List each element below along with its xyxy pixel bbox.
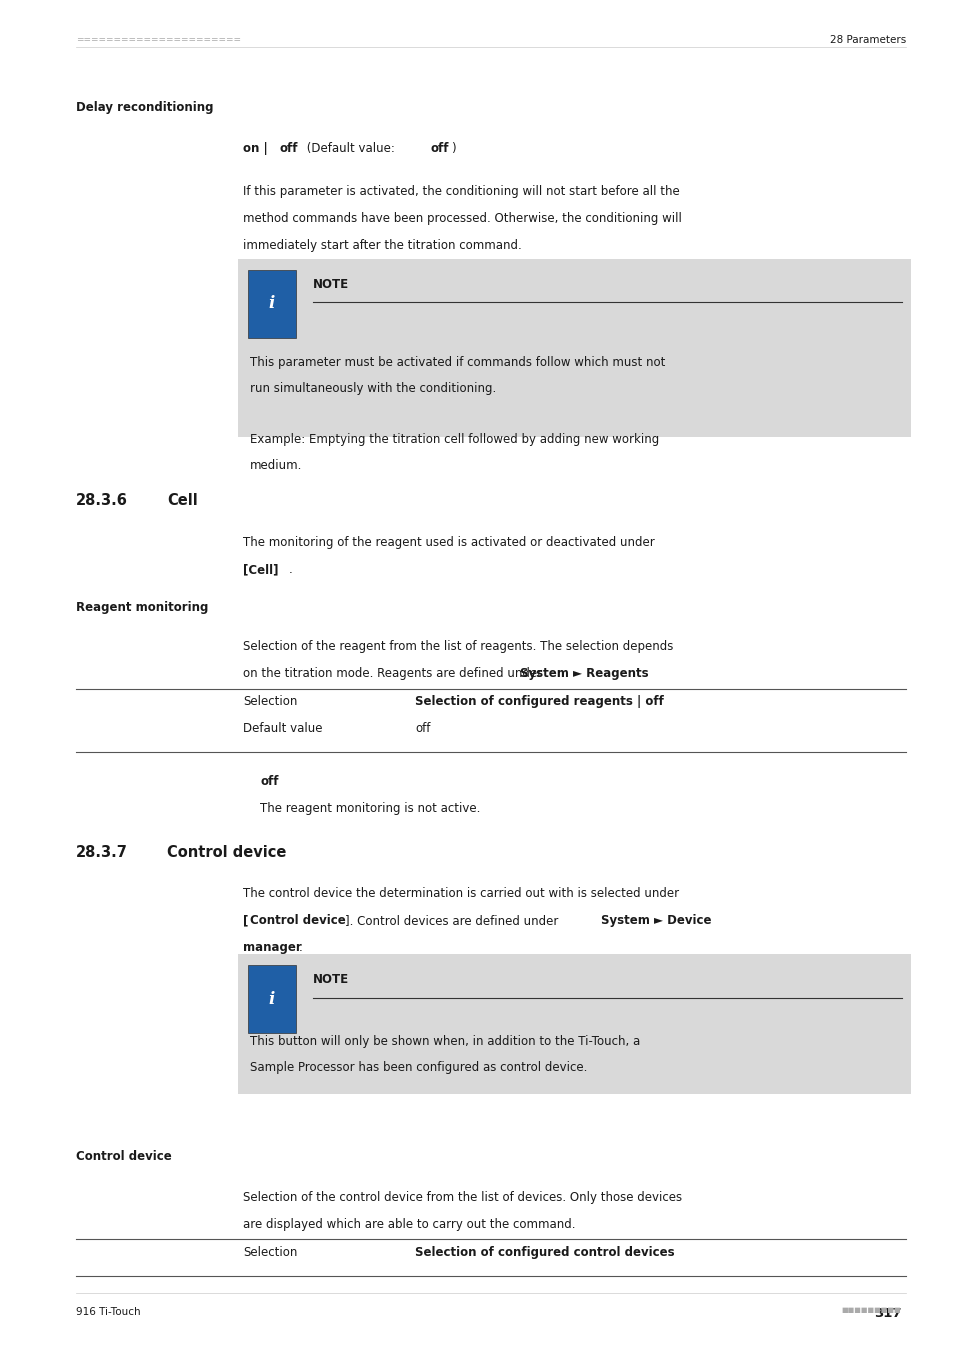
Text: immediately start after the titration command.: immediately start after the titration co…	[243, 239, 521, 252]
Text: ]. Control devices are defined under: ]. Control devices are defined under	[345, 914, 562, 927]
Text: The control device the determination is carried out with is selected under: The control device the determination is …	[243, 887, 679, 900]
Text: i: i	[269, 991, 274, 1007]
Text: off: off	[415, 722, 430, 736]
Text: Example: Emptying the titration cell followed by adding new working: Example: Emptying the titration cell fol…	[250, 433, 659, 447]
Text: ■■■■■■■■■: ■■■■■■■■■	[841, 1307, 900, 1312]
Text: .: .	[631, 667, 635, 680]
Text: System ► Device: System ► Device	[600, 914, 711, 927]
FancyBboxPatch shape	[248, 270, 295, 338]
Text: [Cell]: [Cell]	[243, 563, 278, 576]
Text: are displayed which are able to carry out the command.: are displayed which are able to carry ou…	[243, 1218, 576, 1231]
Text: This button will only be shown when, in addition to the Ti-Touch, a: This button will only be shown when, in …	[250, 1035, 639, 1049]
Text: ): )	[451, 142, 456, 155]
Text: [: [	[243, 914, 249, 927]
Text: 28 Parameters: 28 Parameters	[829, 35, 905, 45]
Text: 28.3.6: 28.3.6	[76, 493, 128, 508]
Text: 317: 317	[873, 1307, 901, 1320]
Text: Reagent monitoring: Reagent monitoring	[76, 601, 209, 614]
Text: manager: manager	[243, 941, 302, 954]
Text: .: .	[298, 941, 302, 954]
Text: i: i	[269, 296, 274, 312]
Text: method commands have been processed. Otherwise, the conditioning will: method commands have been processed. Oth…	[243, 212, 681, 225]
Text: Control device: Control device	[76, 1150, 172, 1164]
Text: 916 Ti-Touch: 916 Ti-Touch	[76, 1307, 141, 1316]
FancyBboxPatch shape	[238, 954, 910, 1094]
Text: ======================: ======================	[76, 35, 241, 45]
Text: .: .	[289, 563, 293, 576]
Text: The monitoring of the reagent used is activated or deactivated under: The monitoring of the reagent used is ac…	[243, 536, 655, 549]
Text: Selection of the control device from the list of devices. Only those devices: Selection of the control device from the…	[243, 1191, 681, 1204]
Text: (Default value:: (Default value:	[303, 142, 398, 155]
Text: Default value: Default value	[243, 722, 322, 736]
Text: Cell: Cell	[167, 493, 197, 508]
Text: This parameter must be activated if commands follow which must not: This parameter must be activated if comm…	[250, 356, 664, 370]
Text: Control device: Control device	[250, 914, 345, 927]
FancyBboxPatch shape	[248, 965, 295, 1033]
Text: System ► Reagents: System ► Reagents	[519, 667, 648, 680]
Text: Selection: Selection	[243, 1246, 297, 1260]
FancyBboxPatch shape	[238, 259, 910, 437]
Text: Sample Processor has been configured as control device.: Sample Processor has been configured as …	[250, 1061, 587, 1075]
Text: off: off	[260, 775, 278, 788]
Text: Selection: Selection	[243, 695, 297, 709]
Text: NOTE: NOTE	[313, 278, 349, 292]
Text: off: off	[430, 142, 448, 155]
Text: Selection of configured reagents | off: Selection of configured reagents | off	[415, 695, 663, 709]
Text: If this parameter is activated, the conditioning will not start before all the: If this parameter is activated, the cond…	[243, 185, 679, 198]
Text: on |: on |	[243, 142, 272, 155]
Text: off: off	[279, 142, 297, 155]
Text: NOTE: NOTE	[313, 973, 349, 987]
Text: Control device: Control device	[167, 845, 286, 860]
Text: The reagent monitoring is not active.: The reagent monitoring is not active.	[260, 802, 480, 815]
Text: on the titration mode. Reagents are defined under: on the titration mode. Reagents are defi…	[243, 667, 545, 680]
Text: medium.: medium.	[250, 459, 302, 472]
Text: Selection of configured control devices: Selection of configured control devices	[415, 1246, 674, 1260]
Text: run simultaneously with the conditioning.: run simultaneously with the conditioning…	[250, 382, 496, 396]
Text: Delay reconditioning: Delay reconditioning	[76, 101, 213, 115]
Text: 28.3.7: 28.3.7	[76, 845, 128, 860]
Text: Selection of the reagent from the list of reagents. The selection depends: Selection of the reagent from the list o…	[243, 640, 673, 653]
